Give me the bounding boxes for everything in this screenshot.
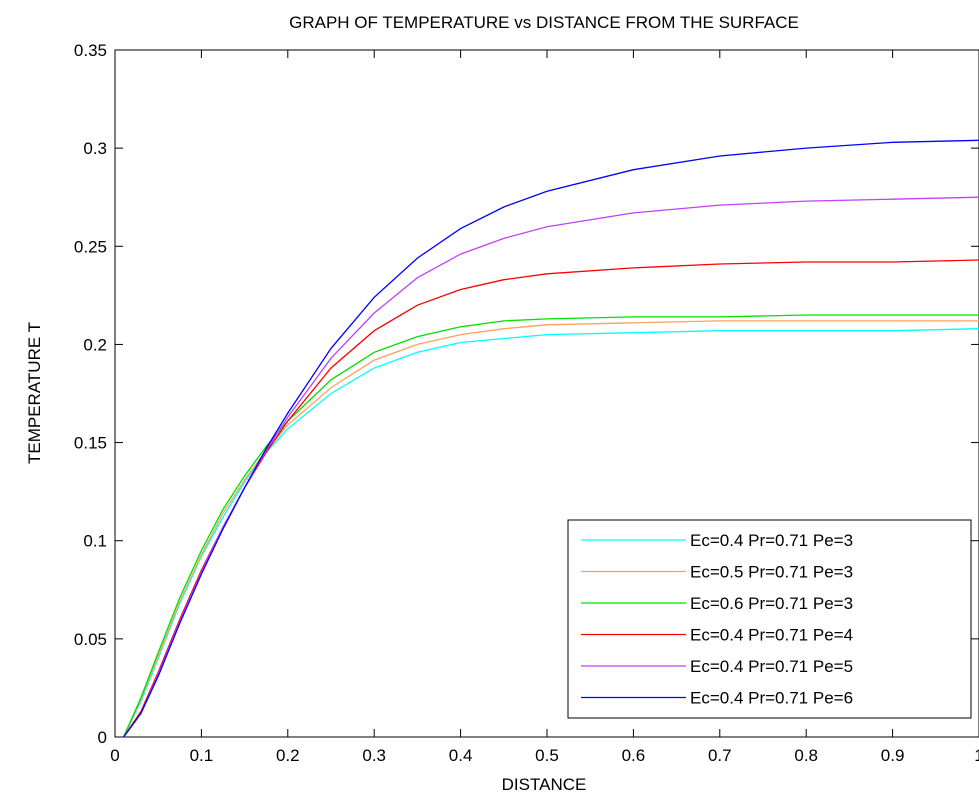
legend-label-1: Ec=0.4 Pr=0.71 Pe=3 xyxy=(690,531,853,550)
chart-title: GRAPH OF TEMPERATURE vs DISTANCE FROM TH… xyxy=(289,13,799,32)
x-tick-label: 0.5 xyxy=(535,746,559,765)
x-tick-label: 0.2 xyxy=(276,746,300,765)
x-tick-label: 0.3 xyxy=(362,746,386,765)
y-tick-label: 0.35 xyxy=(74,41,107,60)
series-line-4 xyxy=(123,259,979,738)
y-tick-label: 0.1 xyxy=(83,532,107,551)
legend: Ec=0.4 Pr=0.71 Pe=3 Ec=0.5 Pr=0.71 Pe=3 Ec… xyxy=(567,519,972,719)
x-tick-label: 0.1 xyxy=(190,746,214,765)
series-line-6 xyxy=(123,139,979,738)
y-tick-label: 0.3 xyxy=(83,139,107,158)
legend-label-3: Ec=0.6 Pr=0.71 Pe=3 xyxy=(690,594,853,613)
y-tick-label: 0.15 xyxy=(74,434,107,453)
x-tick-labels: 0 0.1 0.2 0.3 0.4 0.5 0.6 0.7 0.8 0.9 1 xyxy=(110,746,979,765)
series-line-1 xyxy=(123,328,979,738)
y-tick-label: 0.05 xyxy=(74,630,107,649)
x-tick-label: 0.6 xyxy=(622,746,646,765)
x-tick-label: 0.7 xyxy=(708,746,732,765)
x-tick-label: 0 xyxy=(110,746,119,765)
series-line-2 xyxy=(123,320,979,738)
x-tick-label: 0.4 xyxy=(449,746,473,765)
y-axis-label: TEMPERATURE T xyxy=(25,322,44,464)
series-line-3 xyxy=(123,314,979,738)
y-tick-label: 0.2 xyxy=(83,335,107,354)
y-tick-label: 0.25 xyxy=(74,237,107,256)
y-tick-labels: 0 0.05 0.1 0.15 0.2 0.25 0.3 0.35 xyxy=(74,41,107,747)
legend-label-6: Ec=0.4 Pr=0.71 Pe=6 xyxy=(690,689,853,708)
legend-label-2: Ec=0.5 Pr=0.71 Pe=3 xyxy=(690,563,853,582)
series-line-5 xyxy=(123,196,979,738)
x-tick-label: 0.9 xyxy=(881,746,905,765)
axis-ticks xyxy=(114,49,979,738)
legend-label-4: Ec=0.4 Pr=0.71 Pe=4 xyxy=(690,626,853,645)
x-axis-label: DISTANCE xyxy=(502,775,587,794)
legend-label-5: Ec=0.4 Pr=0.71 Pe=5 xyxy=(690,657,853,676)
x-tick-label: 1 xyxy=(974,746,979,765)
legend-box xyxy=(567,519,972,719)
y-tick-label: 0 xyxy=(98,728,107,747)
series-lines xyxy=(123,139,979,738)
x-tick-label: 0.8 xyxy=(794,746,818,765)
